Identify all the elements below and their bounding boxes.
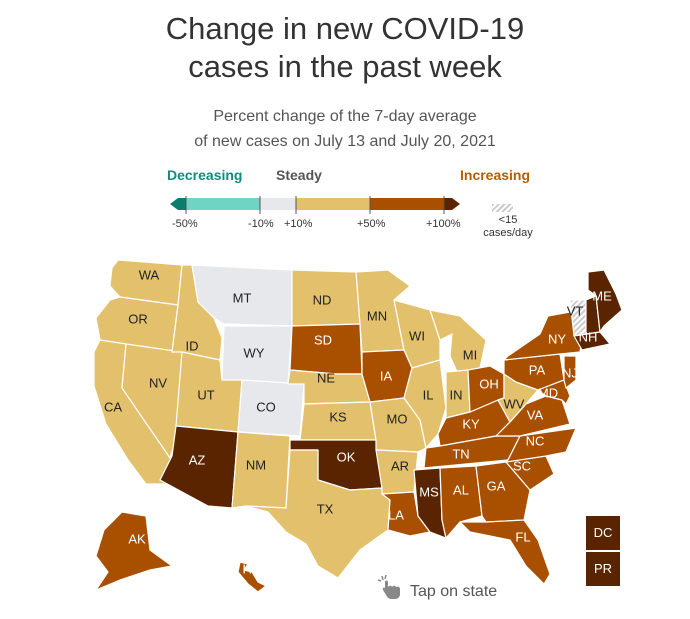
state-MD-label: MD (538, 385, 558, 400)
state-ME-label: ME (592, 288, 612, 303)
legend-increasing-label: Increasing (460, 167, 531, 183)
state-CA-label: CA (104, 399, 122, 414)
state-MO-label: MO (387, 411, 408, 426)
state-ND-label: ND (313, 292, 332, 307)
state-NY-label: NY (548, 331, 566, 346)
state-NH-label: NH (579, 329, 598, 344)
state-SD-label: SD (314, 332, 332, 347)
legend-tick: -10% (248, 218, 274, 230)
state-TN-label: TN (452, 446, 469, 461)
legend-tick: +50% (357, 218, 386, 230)
state-VA-label: VA (527, 407, 544, 422)
state-CO-label: CO (256, 399, 276, 414)
legend-decreasing-label: Decreasing (167, 167, 243, 183)
chart-subtitle: Percent change of the 7-day average of n… (0, 104, 690, 154)
state-OK-label: OK (337, 449, 356, 464)
state-ID-label: ID (186, 338, 199, 353)
state-TX-label: TX (317, 501, 334, 516)
legend-tick: +10% (284, 218, 313, 230)
state-NY[interactable] (503, 311, 583, 361)
chart-title: Change in new COVID-19 cases in the past… (0, 10, 690, 86)
legend-tick: -50% (172, 218, 198, 230)
state-NE-label: NE (317, 370, 335, 385)
state-WV-label: WV (504, 396, 525, 411)
subtitle-line-2: of new cases on July 13 and July 20, 202… (194, 133, 496, 150)
legend-low-cases-text: <15 cases/day (483, 214, 533, 239)
state-MI-label: MI (463, 347, 477, 362)
state-LA[interactable] (381, 491, 431, 537)
state-OH-label: OH (479, 376, 499, 391)
state-MT-label: MT (233, 290, 252, 305)
state-PA-label: PA (529, 362, 546, 377)
legend-low-cases-swatch (492, 204, 513, 212)
state-SC-label: SC (513, 458, 531, 473)
state-TX[interactable] (245, 449, 391, 579)
state-LA-label: LA (388, 507, 404, 522)
state-IL-label: IL (423, 387, 434, 402)
state-VT-label: VT (567, 303, 584, 318)
state-WI-label: WI (409, 328, 425, 343)
state-ME[interactable] (587, 269, 623, 333)
state-IN-label: IN (450, 387, 463, 402)
state-HI[interactable] (237, 561, 267, 593)
state-DC[interactable]: DC (586, 516, 620, 550)
pointer-hand-icon (377, 574, 400, 599)
state-AK[interactable] (95, 511, 173, 591)
state-HI-label: HI (243, 561, 256, 576)
state-AR-label: AR (391, 458, 409, 473)
state-NM-label: NM (246, 457, 266, 472)
state-IL[interactable] (403, 359, 447, 449)
legend-steady-label: Steady (276, 167, 322, 183)
state-WY-label: WY (244, 345, 265, 360)
state-PR-label: PR (593, 561, 613, 576)
title-line-1: Change in new COVID-19 (165, 11, 525, 46)
state-KY-label: KY (462, 416, 480, 431)
state-GA-label: GA (487, 478, 506, 493)
state-AL-label: AL (453, 482, 469, 497)
state-DC-label: DC (593, 525, 613, 540)
state-NV-label: NV (149, 375, 167, 390)
state-UT-label: UT (197, 387, 214, 402)
state-NC-label: NC (526, 433, 545, 448)
legend-low-cases-label: <15 cases/day (478, 214, 538, 240)
state-KS-label: KS (329, 409, 347, 424)
state-new-england-south (573, 331, 611, 351)
state-FL[interactable] (459, 519, 551, 585)
tap-on-state-hint: Tap on state (410, 583, 498, 600)
state-MS-label: MS (419, 484, 439, 499)
state-MN-label: MN (367, 308, 387, 323)
state-PR[interactable]: PR (586, 552, 620, 586)
state-NJ[interactable] (563, 355, 577, 389)
subtitle-line-1: Percent change of the 7-day average (213, 108, 477, 125)
state-FL-label: FL (515, 529, 530, 544)
title-line-2: cases in the past week (188, 49, 502, 84)
state-WA-label: WA (139, 267, 160, 282)
state-NJ-label: NJ (562, 365, 578, 380)
legend-tick: +100% (426, 218, 461, 230)
state-AZ-label: AZ (189, 452, 206, 467)
state-AK-label: AK (128, 531, 146, 546)
state-OR-label: OR (128, 311, 148, 326)
state-IA-label: IA (380, 368, 393, 383)
